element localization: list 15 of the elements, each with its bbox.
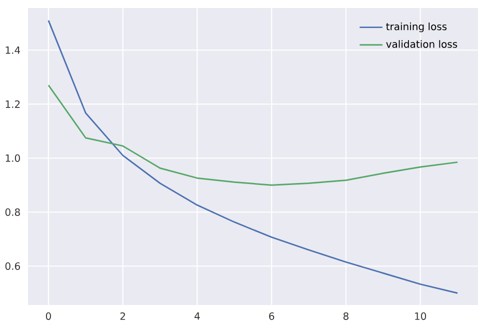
y-tick-label: 1.2 [6, 100, 20, 108]
y-tick-label: 0.8 [5, 208, 20, 216]
legend-label: training loss [386, 22, 447, 32]
legend-label: validation loss [386, 40, 458, 48]
x-tick-label: 4 [194, 312, 200, 320]
x-tick-label: 2 [120, 312, 126, 320]
y-tick-label: 1.4 [6, 46, 20, 54]
x-tick-label: 8 [343, 312, 348, 320]
x-tick-label: 0 [46, 312, 51, 320]
y-tick-label: 1.0 [6, 154, 20, 162]
x-tick-label: 6 [269, 312, 274, 320]
x-tick-label: 10 [415, 312, 426, 320]
line-series [48, 20, 458, 294]
y-tick-label: 0.6 [5, 262, 20, 270]
line-series [48, 84, 458, 186]
